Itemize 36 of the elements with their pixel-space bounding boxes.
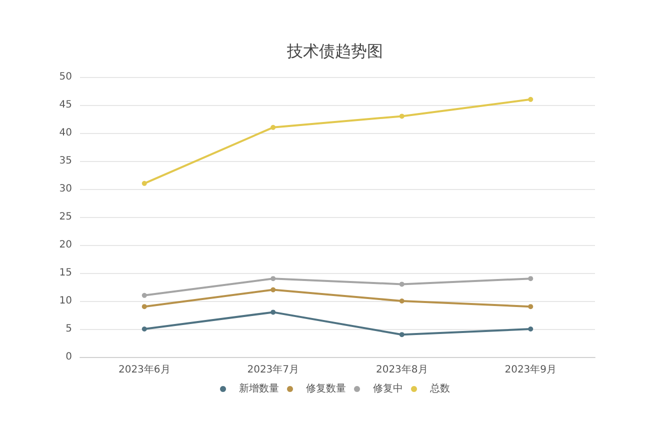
point bbox=[142, 304, 147, 310]
point bbox=[528, 96, 534, 102]
y-tick-label: 30 bbox=[59, 184, 72, 194]
chart-title: 技术债趋势图 bbox=[286, 42, 383, 60]
y-tick-label: 25 bbox=[59, 212, 72, 222]
x-tick-label: 2023年7月 bbox=[247, 364, 300, 376]
point bbox=[528, 304, 534, 310]
point bbox=[142, 326, 147, 332]
y-tick-label: 10 bbox=[59, 296, 72, 306]
y-tick-label: 15 bbox=[59, 268, 72, 278]
point bbox=[528, 326, 534, 332]
point bbox=[399, 282, 404, 287]
point bbox=[399, 332, 404, 338]
point bbox=[270, 276, 276, 282]
y-tick-label: 50 bbox=[59, 72, 72, 82]
y-tick-label: 5 bbox=[66, 324, 72, 334]
x-tick-label: 2023年8月 bbox=[376, 364, 428, 376]
legend-label: 修复中 bbox=[373, 382, 403, 394]
point bbox=[270, 287, 276, 292]
x-tick-label: 2023年9月 bbox=[504, 364, 557, 376]
point bbox=[270, 310, 276, 315]
legend-label: 总数 bbox=[429, 382, 450, 394]
y-tick-label: 40 bbox=[59, 128, 72, 138]
y-tick-label: 20 bbox=[59, 240, 72, 250]
point bbox=[528, 276, 534, 282]
y-tick-label: 35 bbox=[59, 156, 72, 166]
legend-label: 新增数量 bbox=[239, 382, 279, 394]
legend-label: 修复数量 bbox=[306, 382, 346, 394]
point bbox=[399, 114, 404, 119]
point bbox=[399, 298, 404, 304]
y-tick-label: 0 bbox=[66, 352, 72, 362]
x-tick-label: 2023年6月 bbox=[118, 364, 170, 376]
point bbox=[142, 180, 147, 186]
y-tick-label: 45 bbox=[59, 100, 72, 110]
point bbox=[142, 292, 147, 298]
point bbox=[270, 124, 276, 130]
